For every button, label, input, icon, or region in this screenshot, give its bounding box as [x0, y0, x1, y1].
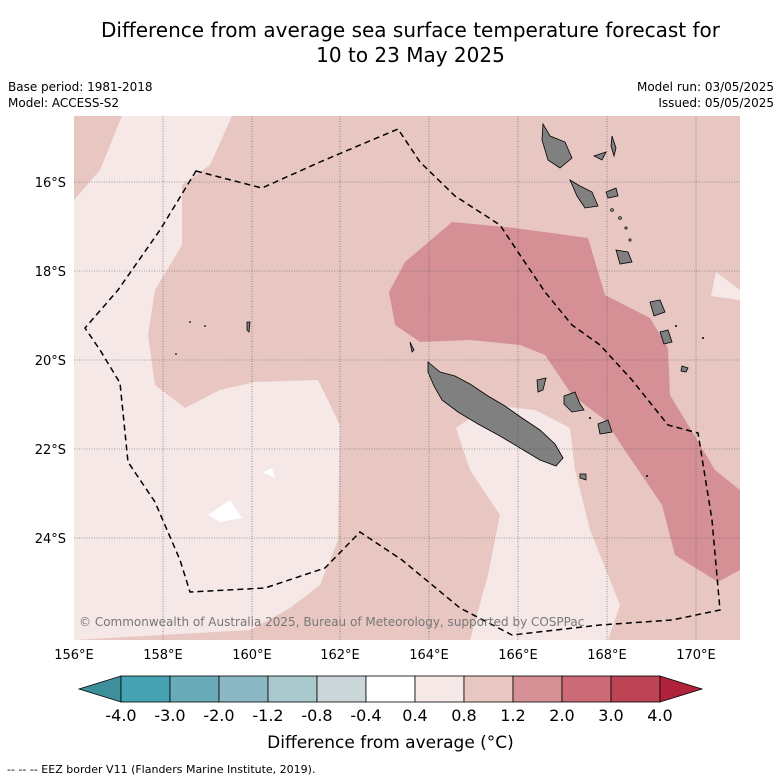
colorbar-tick-label: -0.8: [301, 706, 333, 725]
eez-border: [84, 128, 721, 636]
islet-4: [628, 238, 632, 242]
colorbar-extend-low: [77, 675, 122, 703]
colorbar-tick-label: -3.0: [154, 706, 186, 725]
colorbar-box-8: [512, 675, 563, 703]
colorbar: [77, 675, 704, 703]
eez-legend: -- -- -- EEZ border V11 (Flanders Marine…: [7, 763, 316, 776]
colorbar-box-6: [414, 675, 465, 703]
anomaly-zone-light-west: [74, 116, 340, 640]
colorbar-title: Difference from average (°C): [267, 733, 514, 753]
islet-5: [675, 325, 677, 327]
island-small-4: [246, 321, 251, 333]
colorbar-tick-label: -4.0: [105, 706, 137, 725]
colorbar-box-3: [267, 675, 318, 703]
lon-label-164e: 164°E: [409, 648, 449, 663]
vanuatu-espiritu-santo: [541, 122, 573, 169]
loyalty-island-1: [536, 377, 547, 393]
lon-label-168e: 168°E: [587, 648, 627, 663]
colorbar-tick-label: -1.2: [252, 706, 284, 725]
anomaly-zone-warm: [389, 222, 740, 582]
map-title: Difference from average sea surface temp…: [0, 18, 781, 68]
lon-label-158e: 158°E: [143, 648, 183, 663]
islet-9: [175, 353, 177, 355]
islet-6: [702, 337, 704, 339]
title-line-1: Difference from average sea surface temp…: [100, 18, 720, 42]
title-line-2: 10 to 23 May 2025: [316, 43, 505, 67]
vanuatu-island-6: [659, 329, 673, 345]
islet-8: [204, 325, 206, 327]
lon-label-166e: 166°E: [498, 648, 538, 663]
island-small-2: [579, 473, 587, 481]
lat-labels: 16°S 18°S 20°S 22°S 24°S: [35, 176, 66, 547]
copyright-notice: © Commonwealth of Australia 2025, Bureau…: [79, 615, 584, 629]
lat-label-24s: 24°S: [35, 532, 66, 547]
lon-label-170e: 170°E: [676, 648, 716, 663]
islet-10: [589, 417, 591, 419]
vanuatu-island-4: [605, 187, 619, 199]
colorbar-tick-label: 0.4: [402, 706, 428, 725]
colorbar-box-4: [316, 675, 367, 703]
islet-1: [610, 208, 614, 212]
model-run: Model run: 03/05/2025: [636, 80, 774, 94]
lon-label-162e: 162°E: [320, 648, 360, 663]
model-name: Model: ACCESS-S2: [8, 96, 120, 110]
lat-label-16s: 16°S: [35, 176, 66, 191]
colorbar-box-0: [120, 675, 171, 703]
vanuatu-island-2: [592, 151, 607, 161]
colorbar-box-9: [561, 675, 612, 703]
anomaly-zone-neutral-1: [208, 500, 242, 522]
vanuatu-island-3: [610, 135, 617, 158]
islet-3: [624, 226, 628, 230]
colorbar-tick-label: 4.0: [647, 706, 673, 725]
colorbar-box-7: [463, 675, 514, 703]
new-caledonia-land: [427, 361, 564, 467]
lon-label-160e: 160°E: [232, 648, 272, 663]
lat-label-18s: 18°S: [35, 265, 66, 280]
island-small-3: [680, 365, 689, 373]
colorbar-box-1: [169, 675, 220, 703]
vanuatu-malekula: [569, 179, 599, 209]
island-small-1: [409, 341, 415, 353]
issued-date: Issued: 05/05/2025: [658, 96, 774, 110]
lon-label-156e: 156°E: [54, 648, 94, 663]
colorbar-box-5: [365, 675, 416, 703]
lat-label-20s: 20°S: [35, 354, 66, 369]
meta-right: Model run: 03/05/2025 Issued: 05/05/2025: [637, 79, 774, 111]
colorbar-tick-label: 2.0: [549, 706, 575, 725]
loyalty-island-3: [597, 419, 613, 435]
vanuatu-efate: [615, 249, 633, 265]
graticule: [74, 116, 740, 640]
colorbar-tick-label: -2.0: [203, 706, 235, 725]
colorbar-box-2: [218, 675, 269, 703]
anomaly-zone-light-ne: [711, 272, 740, 300]
vanuatu-island-5: [649, 299, 666, 317]
colorbar-tick-label: 0.8: [451, 706, 477, 725]
base-period: Base period: 1981-2018: [8, 80, 153, 94]
lon-labels: 156°E 158°E 160°E 162°E 164°E 166°E 168°…: [54, 648, 716, 663]
colorbar-tick-label: 1.2: [500, 706, 526, 725]
colorbar-box-10: [610, 675, 661, 703]
islet-7: [189, 321, 191, 323]
colorbar-tick-label: -0.4: [350, 706, 382, 725]
colorbar-tick-label: 3.0: [598, 706, 624, 725]
loyalty-island-2: [563, 391, 585, 413]
anomaly-zone-neutral-2: [263, 468, 275, 478]
sst-anomaly-map: © Commonwealth of Australia 2025, Bureau…: [74, 116, 740, 640]
anomaly-zone-light-south: [456, 405, 620, 640]
islet-11: [646, 475, 648, 477]
meta-left: Base period: 1981-2018 Model: ACCESS-S2: [8, 79, 153, 111]
lat-label-22s: 22°S: [35, 443, 66, 458]
colorbar-extend-high: [659, 675, 704, 703]
islet-2: [618, 216, 622, 220]
